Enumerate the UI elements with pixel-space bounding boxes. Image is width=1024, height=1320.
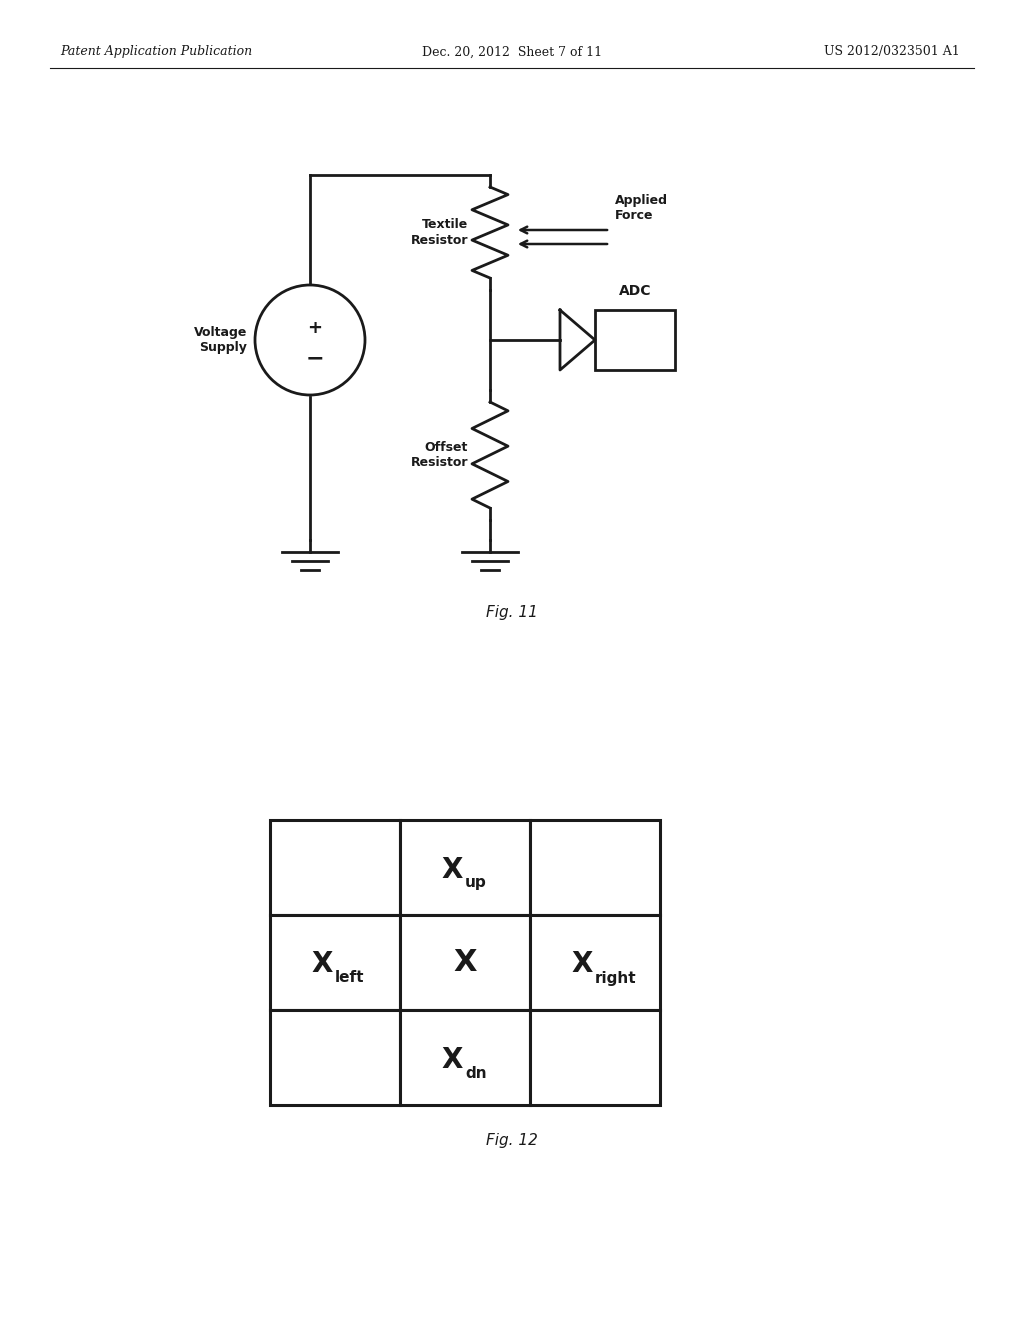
Text: Offset
Resistor: Offset Resistor (411, 441, 468, 469)
Bar (270, 820, 400, 915)
Bar (270, 915, 400, 1010)
Text: left: left (335, 970, 365, 986)
Text: Textile
Resistor: Textile Resistor (411, 219, 468, 247)
Text: X: X (571, 950, 593, 978)
Text: up: up (465, 875, 486, 891)
Text: X: X (441, 1045, 463, 1073)
Text: dn: dn (465, 1065, 486, 1081)
Bar (530, 1010, 660, 1105)
Text: Dec. 20, 2012  Sheet 7 of 11: Dec. 20, 2012 Sheet 7 of 11 (422, 45, 602, 58)
Bar (595, 310, 675, 370)
Bar (530, 915, 660, 1010)
Bar (270, 1010, 400, 1105)
Text: X: X (454, 948, 477, 977)
Text: Applied
Force: Applied Force (615, 194, 668, 222)
Text: +: + (307, 319, 323, 337)
Bar (400, 915, 530, 1010)
Text: Voltage
Supply: Voltage Supply (194, 326, 247, 354)
Text: −: − (306, 348, 325, 368)
Bar (400, 1010, 530, 1105)
Text: X: X (311, 950, 333, 978)
Text: Patent Application Publication: Patent Application Publication (60, 45, 252, 58)
Bar (530, 820, 660, 915)
Text: X: X (441, 855, 463, 883)
Text: Fig. 12: Fig. 12 (486, 1133, 538, 1148)
Bar (400, 820, 530, 915)
Text: right: right (595, 970, 637, 986)
Text: US 2012/0323501 A1: US 2012/0323501 A1 (824, 45, 961, 58)
Text: Fig. 11: Fig. 11 (486, 605, 538, 620)
Text: ADC: ADC (618, 284, 651, 298)
